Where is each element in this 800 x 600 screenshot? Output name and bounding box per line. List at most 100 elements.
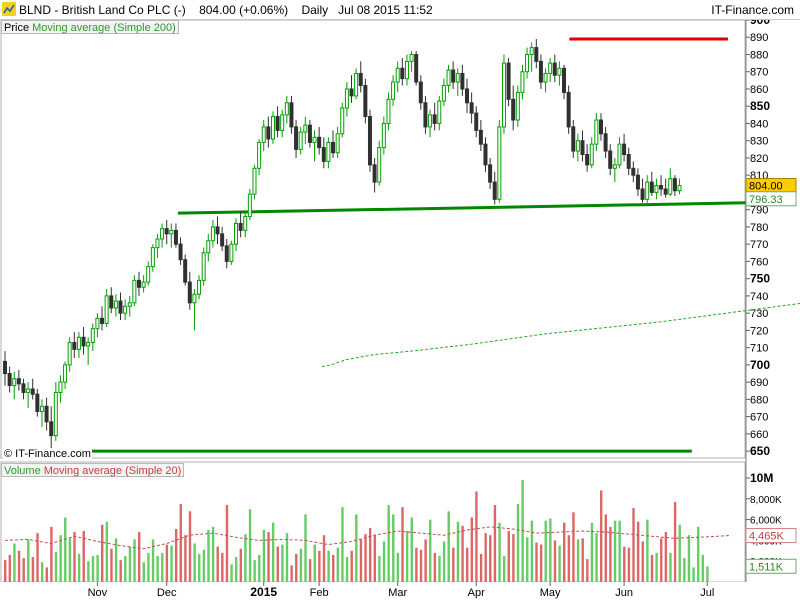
- candle-body: [367, 116, 372, 166]
- candle-body: [386, 98, 391, 124]
- brand-label: IT-Finance.com: [711, 3, 794, 17]
- volume-bar: [701, 554, 705, 582]
- candle-body: [123, 305, 128, 314]
- volume-legend-label: Volume: [4, 465, 41, 477]
- candle-body: [229, 243, 234, 262]
- volume-value-tag-box: [745, 558, 797, 574]
- volume-bar: [433, 552, 437, 582]
- volume-bar: [355, 514, 358, 582]
- candle-body: [321, 147, 326, 162]
- volume-bar: [572, 512, 575, 582]
- candle-body: [206, 240, 211, 254]
- last-price: 804.00 (+0.06%): [199, 3, 289, 17]
- volume-bar: [225, 505, 229, 582]
- candle-body: [275, 116, 280, 131]
- candle-body: [354, 72, 359, 97]
- price-volume-chart: 650 660 670 680 690 700 710 720 730 740 750 760 770 7…: [0, 20, 800, 600]
- candle-body: [395, 67, 400, 83]
- chart-period: Daily: [301, 3, 329, 17]
- volume-bar: [493, 505, 497, 582]
- time-tick-label: Dec: [157, 587, 177, 599]
- candle-body: [164, 228, 169, 235]
- chart-header: BLND - British Land Co PLC (-) 804.00 (+…: [0, 0, 800, 20]
- candle-body: [488, 164, 493, 183]
- candle-body: [543, 72, 548, 83]
- volume-bar: [401, 507, 404, 582]
- volume-bar: [151, 539, 155, 582]
- volume-bar: [456, 521, 460, 582]
- price-tick-label: 760: [750, 256, 768, 268]
- price-tick-label: 890: [750, 32, 768, 44]
- candle-body: [663, 188, 668, 195]
- instrument-title: BLND - British Land Co PLC (-): [19, 3, 186, 17]
- candle-body: [67, 341, 72, 366]
- volume-bar: [692, 567, 695, 582]
- volume-bar: [322, 535, 326, 582]
- volume-bar: [188, 511, 192, 582]
- candle-body: [562, 67, 567, 93]
- volume-bar: [636, 521, 640, 582]
- candle-body: [294, 126, 299, 150]
- volume-bar: [687, 535, 691, 582]
- candle-body: [529, 47, 534, 55]
- volume-bar: [535, 542, 538, 582]
- candle-body: [585, 154, 590, 166]
- candle-body: [215, 226, 220, 235]
- candle-body: [603, 133, 608, 152]
- candle-body: [608, 150, 613, 169]
- volume-bar: [235, 557, 238, 582]
- volume-legend[interactable]: Volume Moving average (Simple 20): [1, 463, 185, 477]
- candle-body: [72, 341, 77, 350]
- candle-body: [465, 88, 469, 104]
- volume-bar: [299, 548, 303, 582]
- candle-body: [672, 178, 677, 192]
- candle-body: [552, 62, 557, 76]
- candle-body: [649, 181, 654, 193]
- volume-bar: [161, 552, 164, 582]
- volume-bar: [586, 559, 589, 582]
- current-price-tag-label: 804.00: [749, 181, 783, 193]
- volume-bar: [64, 517, 67, 582]
- volume-bar: [512, 534, 515, 582]
- volume-bar: [124, 556, 127, 582]
- volume-bar: [341, 507, 344, 582]
- volume-bar: [179, 504, 182, 582]
- candle-body: [520, 71, 525, 93]
- volume-bar: [479, 553, 483, 582]
- volume-bar: [45, 567, 48, 582]
- volume-bar: [429, 519, 432, 582]
- volume-bar: [96, 554, 99, 582]
- volume-bar: [678, 524, 681, 582]
- candle-body: [21, 383, 26, 393]
- candle-body: [95, 317, 100, 330]
- volume-bar: [415, 547, 418, 582]
- copyright-label: © IT-Finance.com: [3, 448, 92, 460]
- volume-bar: [664, 532, 668, 582]
- volume-bar: [91, 556, 95, 582]
- candle-body: [16, 378, 21, 385]
- volume-bar: [40, 562, 44, 582]
- candle-body: [44, 405, 49, 423]
- price-tick-label: 720: [750, 325, 768, 337]
- volume-bar: [466, 547, 469, 582]
- candle-body: [132, 279, 137, 304]
- volume-bar: [410, 517, 413, 582]
- candle-body: [146, 266, 151, 283]
- volume-bar: [31, 557, 35, 582]
- volume-bar: [13, 543, 16, 582]
- volume-bar: [553, 540, 557, 582]
- volume-bar: [655, 552, 658, 582]
- volume-bar: [419, 549, 423, 582]
- candle-body: [58, 381, 63, 393]
- ma200-value-tag-box: [745, 191, 797, 207]
- candle-body: [617, 143, 622, 166]
- price-legend[interactable]: Price Moving average (Simple 200): [1, 20, 179, 34]
- volume-bar: [660, 538, 663, 582]
- candle-body: [372, 164, 377, 183]
- candle-body: [400, 67, 405, 80]
- candle-body: [109, 295, 114, 309]
- candle-body: [414, 53, 419, 83]
- volume-bar: [105, 521, 109, 582]
- support-trendline: [177, 201, 747, 215]
- volume-bar: [613, 520, 617, 582]
